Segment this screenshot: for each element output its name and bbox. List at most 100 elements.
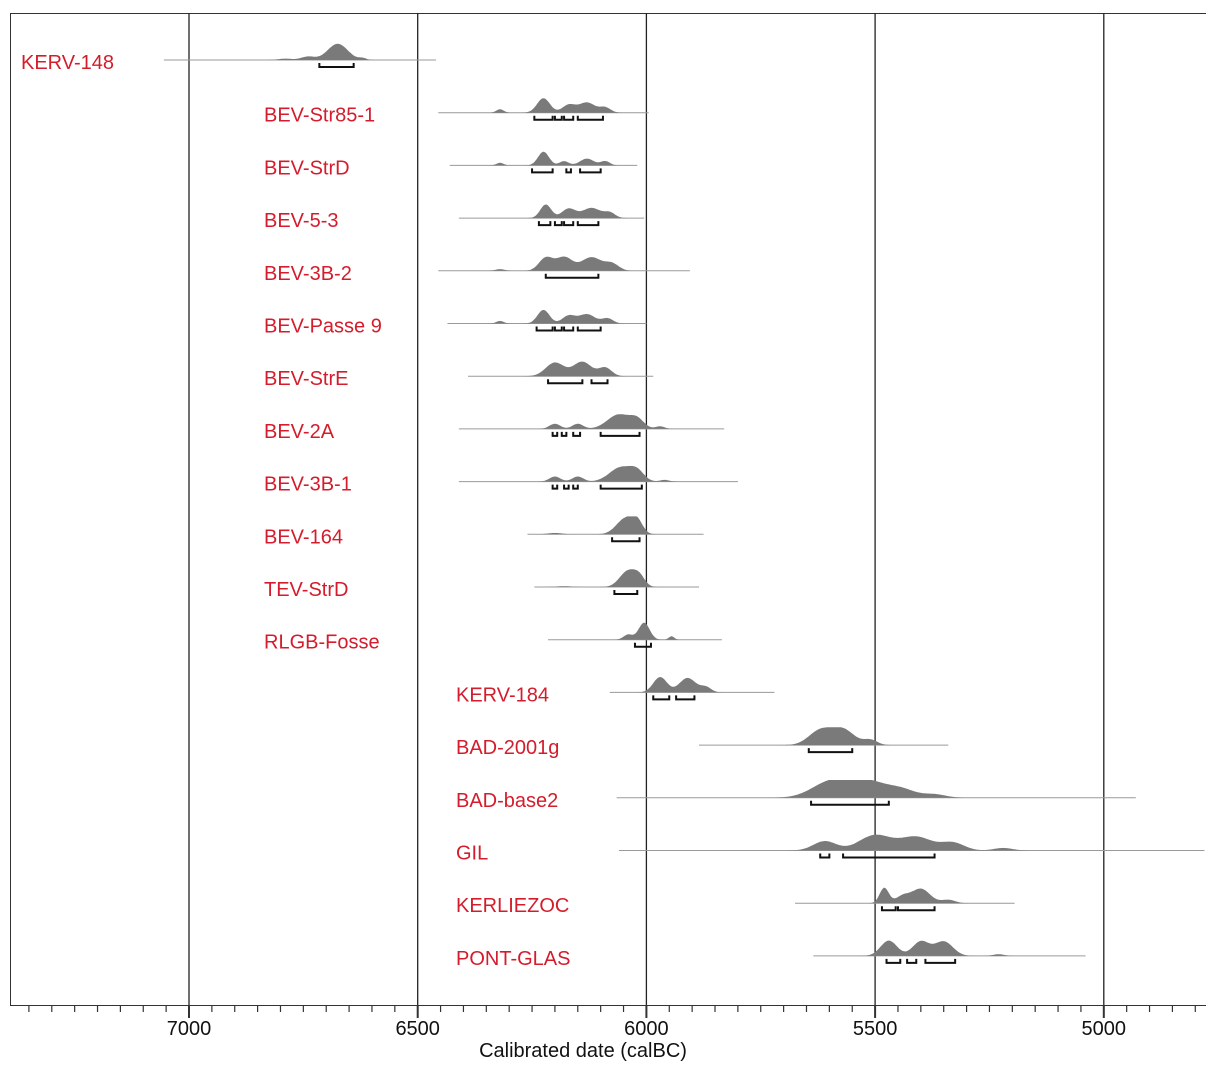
hpd-range-bar (820, 854, 829, 858)
hpd-range-bar (564, 116, 573, 120)
hpd-range-bar (564, 485, 569, 489)
hpd-range-bar (537, 327, 553, 331)
sample-label: PONT-GLAS (456, 948, 570, 970)
hpd-range-bar (578, 116, 603, 120)
sample-row: KERLIEZOC (456, 888, 1015, 918)
sample-label: KERV-148 (21, 52, 114, 74)
probability-distribution (699, 727, 948, 745)
sample-row: BEV-164 (264, 516, 704, 548)
hpd-range-bar (555, 221, 562, 225)
hpd-range-bar (580, 168, 601, 172)
sample-label: BEV-3B-2 (264, 263, 352, 285)
hpd-range-bar (546, 274, 599, 278)
sample-label: BEV-StrD (264, 157, 350, 179)
sample-row: GIL (456, 835, 1204, 865)
sample-label: KERV-184 (456, 684, 549, 706)
hpd-range-bar (553, 432, 558, 436)
probability-distribution (447, 310, 646, 324)
sample-label: BEV-Passe 9 (264, 316, 382, 338)
x-tick-label: 7000 (167, 1018, 212, 1040)
hpd-range-bar (676, 695, 694, 699)
hpd-range-bar (564, 327, 573, 331)
hpd-range-bar (925, 959, 955, 963)
sample-row: RLGB-Fosse (264, 623, 722, 654)
hpd-range-bar (555, 116, 562, 120)
sample-row: BEV-3B-2 (264, 257, 690, 285)
sample-row: BEV-5-3 (264, 205, 644, 233)
probability-distribution (548, 623, 722, 640)
sample-label: BEV-5-3 (264, 210, 338, 232)
hpd-range-bar (898, 906, 935, 910)
hpd-range-bar (566, 168, 571, 172)
hpd-range-bar (319, 63, 353, 67)
sample-label: KERLIEZOC (456, 895, 569, 917)
hpd-range-bar (539, 221, 550, 225)
x-axis: 7000 6500 6000 5500 5000 (29, 1005, 1195, 1040)
hpd-range-bar (635, 643, 651, 647)
sample-label: GIL (456, 843, 488, 865)
probability-distribution (610, 677, 775, 692)
probability-distribution (459, 466, 738, 482)
probability-distribution (617, 780, 1136, 798)
x-tick-label: 6500 (395, 1018, 440, 1040)
sample-row: BAD-base2 (456, 780, 1136, 812)
hpd-range-bar (601, 432, 640, 436)
hpd-range-bar (573, 485, 578, 489)
hpd-range-bar (578, 221, 599, 225)
x-axis-label: Calibrated date (calBC) (479, 1040, 687, 1062)
sample-row: BEV-StrE (264, 362, 653, 391)
sample-label: BEV-StrE (264, 368, 348, 390)
hpd-range-bar (573, 432, 580, 436)
probability-distribution (459, 205, 644, 219)
hpd-range-bar (811, 801, 889, 805)
probability-distribution (164, 44, 436, 60)
probability-distribution (534, 569, 699, 587)
sample-row: BEV-StrD (264, 152, 637, 180)
hpd-range-bar (592, 379, 608, 383)
x-tick-label: 6000 (624, 1018, 669, 1040)
hpd-range-bar (887, 959, 901, 963)
probability-distribution (813, 941, 1085, 956)
probability-distribution (450, 152, 638, 166)
probability-distribution (528, 516, 704, 534)
probability-distribution (795, 888, 1015, 904)
hpd-range-bar (653, 695, 669, 699)
hpd-range-bar (843, 854, 934, 858)
sample-label: RLGB-Fosse (264, 632, 380, 654)
hpd-range-bar (548, 379, 582, 383)
hpd-range-bar (612, 537, 639, 541)
sample-row: KERV-184 (456, 677, 775, 706)
sample-row: BEV-Str85-1 (264, 98, 649, 127)
sample-label: TEV-StrD (264, 579, 348, 601)
x-tick-label: 5000 (1082, 1018, 1127, 1040)
probability-distribution (438, 257, 690, 271)
hpd-range-bar (534, 116, 552, 120)
sample-row: KERV-148 (21, 44, 436, 74)
x-tick-label: 5500 (853, 1018, 898, 1040)
sample-label: BAD-base2 (456, 790, 558, 812)
hpd-range-bar (809, 748, 852, 752)
probability-distribution (468, 362, 653, 377)
sample-row: PONT-GLAS (456, 941, 1086, 970)
sample-label: BEV-2A (264, 421, 335, 443)
probability-distribution (619, 835, 1204, 851)
sample-row: BEV-3B-1 (264, 466, 738, 496)
hpd-range-bar (882, 906, 896, 910)
hpd-range-bar (555, 327, 562, 331)
hpd-range-bar (564, 221, 573, 225)
hpd-range-bar (562, 432, 567, 436)
hpd-range-bar (553, 485, 558, 489)
sample-label: BAD-2001g (456, 737, 559, 759)
probability-distribution (459, 414, 724, 429)
sample-label: BEV-3B-1 (264, 474, 352, 496)
sample-label: BEV-Str85-1 (264, 105, 375, 127)
sample-row: TEV-StrD (264, 569, 699, 601)
hpd-range-bar (532, 168, 553, 172)
hpd-range-bar (578, 327, 601, 331)
sample-row: BEV-2A (264, 414, 724, 443)
distribution-series: KERV-148 BEV-Str85-1 BEV-StrD BEV-5-3 BEV-3B… (21, 44, 1204, 970)
probability-distribution (438, 98, 648, 113)
hpd-range-bar (614, 590, 637, 594)
